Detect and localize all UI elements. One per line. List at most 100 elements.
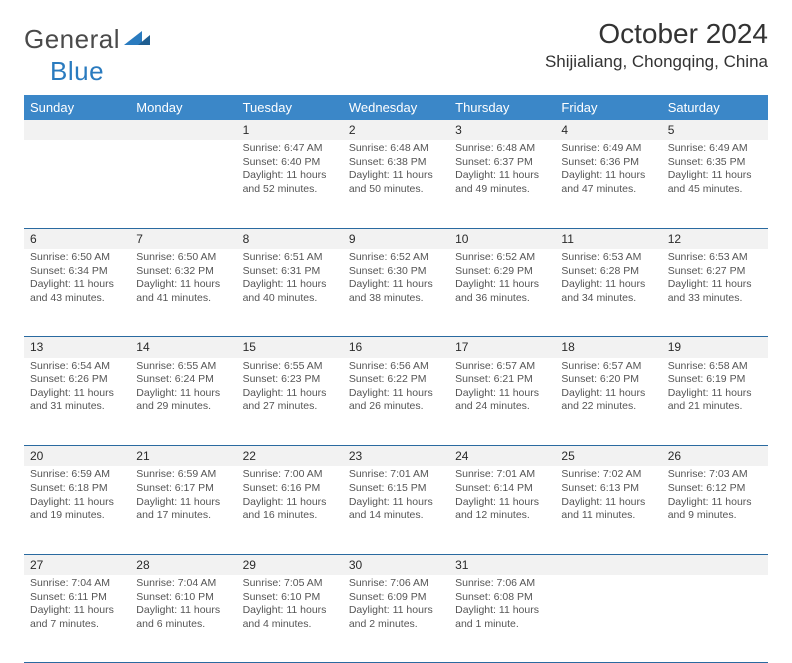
sunset-text: Sunset: 6:19 PM: [668, 373, 762, 387]
day-content-cell: Sunrise: 7:06 AMSunset: 6:09 PMDaylight:…: [343, 575, 449, 663]
day-number-cell: 21: [130, 446, 236, 467]
sunrise-text: Sunrise: 6:51 AM: [243, 251, 337, 265]
sunset-text: Sunset: 6:10 PM: [136, 591, 230, 605]
day-content-cell: Sunrise: 7:02 AMSunset: 6:13 PMDaylight:…: [555, 466, 661, 554]
sunrise-text: Sunrise: 6:59 AM: [30, 468, 124, 482]
sunrise-text: Sunrise: 6:47 AM: [243, 142, 337, 156]
sunset-text: Sunset: 6:12 PM: [668, 482, 762, 496]
day-content-cell: Sunrise: 7:04 AMSunset: 6:10 PMDaylight:…: [130, 575, 236, 663]
sunset-text: Sunset: 6:22 PM: [349, 373, 443, 387]
day-number-cell: 27: [24, 554, 130, 575]
sunset-text: Sunset: 6:20 PM: [561, 373, 655, 387]
daylight-text: Daylight: 11 hours and 21 minutes.: [668, 387, 762, 414]
daylight-text: Daylight: 11 hours and 11 minutes.: [561, 496, 655, 523]
sunrise-text: Sunrise: 7:01 AM: [349, 468, 443, 482]
sunset-text: Sunset: 6:11 PM: [30, 591, 124, 605]
sunset-text: Sunset: 6:08 PM: [455, 591, 549, 605]
daylight-text: Daylight: 11 hours and 17 minutes.: [136, 496, 230, 523]
day-content-cell: Sunrise: 6:54 AMSunset: 6:26 PMDaylight:…: [24, 358, 130, 446]
sunrise-text: Sunrise: 6:52 AM: [455, 251, 549, 265]
sunset-text: Sunset: 6:14 PM: [455, 482, 549, 496]
daylight-text: Daylight: 11 hours and 6 minutes.: [136, 604, 230, 631]
daylight-text: Daylight: 11 hours and 24 minutes.: [455, 387, 549, 414]
sunset-text: Sunset: 6:13 PM: [561, 482, 655, 496]
daylight-text: Daylight: 11 hours and 1 minute.: [455, 604, 549, 631]
daynum-row: 6789101112: [24, 228, 768, 249]
day-number-cell: 10: [449, 228, 555, 249]
sunset-text: Sunset: 6:26 PM: [30, 373, 124, 387]
sunset-text: Sunset: 6:15 PM: [349, 482, 443, 496]
day-content-cell: Sunrise: 7:01 AMSunset: 6:15 PMDaylight:…: [343, 466, 449, 554]
sunrise-text: Sunrise: 7:01 AM: [455, 468, 549, 482]
day-content-cell: [24, 140, 130, 228]
weekday-header: Tuesday: [237, 95, 343, 120]
daylight-text: Daylight: 11 hours and 22 minutes.: [561, 387, 655, 414]
logo-text-blue: Blue: [50, 56, 104, 87]
daylight-text: Daylight: 11 hours and 33 minutes.: [668, 278, 762, 305]
daylight-text: Daylight: 11 hours and 16 minutes.: [243, 496, 337, 523]
sunset-text: Sunset: 6:38 PM: [349, 156, 443, 170]
day-content-row: Sunrise: 6:59 AMSunset: 6:18 PMDaylight:…: [24, 466, 768, 554]
sunrise-text: Sunrise: 6:56 AM: [349, 360, 443, 374]
sunrise-text: Sunrise: 6:55 AM: [243, 360, 337, 374]
daynum-row: 2728293031: [24, 554, 768, 575]
day-number-cell: 11: [555, 228, 661, 249]
day-number-cell: [555, 554, 661, 575]
day-content-cell: Sunrise: 7:03 AMSunset: 6:12 PMDaylight:…: [662, 466, 768, 554]
day-content-cell: Sunrise: 6:48 AMSunset: 6:37 PMDaylight:…: [449, 140, 555, 228]
logo: General: [24, 24, 152, 55]
sunrise-text: Sunrise: 6:55 AM: [136, 360, 230, 374]
day-content-cell: Sunrise: 6:59 AMSunset: 6:18 PMDaylight:…: [24, 466, 130, 554]
sunrise-text: Sunrise: 7:02 AM: [561, 468, 655, 482]
daylight-text: Daylight: 11 hours and 43 minutes.: [30, 278, 124, 305]
sunrise-text: Sunrise: 6:53 AM: [561, 251, 655, 265]
day-content-cell: [130, 140, 236, 228]
daylight-text: Daylight: 11 hours and 52 minutes.: [243, 169, 337, 196]
daylight-text: Daylight: 11 hours and 36 minutes.: [455, 278, 549, 305]
day-content-row: Sunrise: 6:54 AMSunset: 6:26 PM Daylight:…: [24, 358, 768, 446]
sunset-text: Sunset: 6:40 PM: [243, 156, 337, 170]
sunset-text: Sunset: 6:18 PM: [30, 482, 124, 496]
sunset-text: Sunset: 6:10 PM: [243, 591, 337, 605]
day-number-cell: [130, 120, 236, 140]
sunrise-text: Sunrise: 6:49 AM: [668, 142, 762, 156]
day-number-cell: 4: [555, 120, 661, 140]
sunrise-text: Sunrise: 7:05 AM: [243, 577, 337, 591]
sunset-text: Sunset: 6:21 PM: [455, 373, 549, 387]
day-content-cell: Sunrise: 6:56 AMSunset: 6:22 PMDaylight:…: [343, 358, 449, 446]
daylight-text: Daylight: 11 hours and 29 minutes.: [136, 387, 230, 414]
daylight-text: Daylight: 11 hours and 26 minutes.: [349, 387, 443, 414]
weekday-header: Saturday: [662, 95, 768, 120]
sunrise-text: Sunrise: 6:58 AM: [668, 360, 762, 374]
daynum-row: 20212223242526: [24, 446, 768, 467]
day-content-cell: Sunrise: 6:49 AMSunset: 6:36 PMDaylight:…: [555, 140, 661, 228]
day-number-cell: 24: [449, 446, 555, 467]
sunrise-text: Sunrise: 6:57 AM: [455, 360, 549, 374]
sunset-text: Sunset: 6:34 PM: [30, 265, 124, 279]
sunset-text: Sunset: 6:32 PM: [136, 265, 230, 279]
sunrise-text: Sunrise: 7:03 AM: [668, 468, 762, 482]
sunset-text: Sunset: 6:16 PM: [243, 482, 337, 496]
daylight-text: Daylight: 11 hours and 2 minutes.: [349, 604, 443, 631]
day-content-cell: Sunrise: 6:57 AMSunset: 6:20 PMDaylight:…: [555, 358, 661, 446]
day-number-cell: 2: [343, 120, 449, 140]
sunset-text: Sunset: 6:31 PM: [243, 265, 337, 279]
daynum-row: 13141516171819: [24, 337, 768, 358]
daylight-text: Daylight: 11 hours and 4 minutes.: [243, 604, 337, 631]
sunset-text: Sunset: 6:27 PM: [668, 265, 762, 279]
sunrise-text: Sunrise: 7:06 AM: [455, 577, 549, 591]
daylight-text: Daylight: 11 hours and 14 minutes.: [349, 496, 443, 523]
sunrise-text: Sunrise: 6:59 AM: [136, 468, 230, 482]
sunset-text: Sunset: 6:35 PM: [668, 156, 762, 170]
title-block: October 2024 Shijialiang, Chongqing, Chi…: [545, 18, 768, 72]
daylight-text: Daylight: 11 hours and 34 minutes.: [561, 278, 655, 305]
day-content-cell: [555, 575, 661, 663]
sunset-text: Sunset: 6:17 PM: [136, 482, 230, 496]
day-content-row: Sunrise: 6:47 AMSunset: 6:40 PMDaylight:…: [24, 140, 768, 228]
day-number-cell: 13: [24, 337, 130, 358]
logo-mark-icon: [124, 27, 150, 52]
sunset-text: Sunset: 6:09 PM: [349, 591, 443, 605]
sunset-text: Sunset: 6:37 PM: [455, 156, 549, 170]
sunrise-text: Sunrise: 6:54 AM: [30, 360, 124, 374]
daynum-row: 12345: [24, 120, 768, 140]
